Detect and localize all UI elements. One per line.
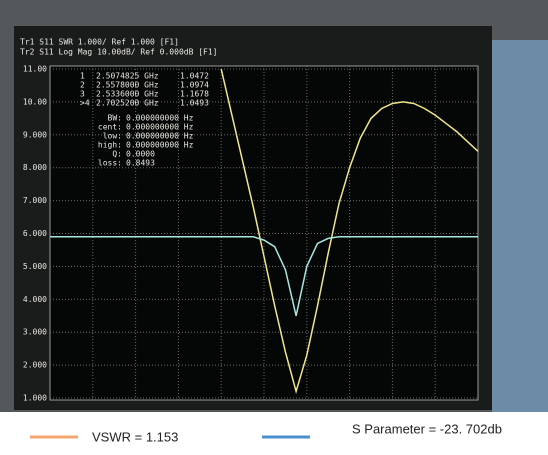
stat-readout: cent: — [98, 123, 122, 132]
marker-readout: 1.1678 — [180, 90, 209, 99]
stat-readout: 0.000000000 Hz — [126, 123, 194, 132]
marker-readout: 2.5336000 GHz — [96, 90, 159, 99]
marker-readout: 3 — [80, 90, 85, 99]
marker-readout: 2.7025200 GHz — [96, 99, 159, 108]
stat-readout: high: — [98, 141, 122, 150]
trace-line — [220, 68, 479, 395]
stat-readout: 0.000000000 Hz — [126, 114, 194, 123]
stat-readout: loss: — [98, 159, 122, 168]
stat-readout: 0.000000000 Hz — [126, 141, 194, 150]
marker-readout: 2.5578000 GHz — [96, 81, 159, 90]
trace-header: Tr1 S11 SWR 1.000/ Ref 1.000 [F1] — [20, 38, 179, 47]
stat-readout: 0.000000000 Hz — [126, 132, 194, 141]
y-tick-label: 1.000 — [23, 394, 47, 403]
y-tick-label: 5.000 — [23, 262, 47, 271]
marker-readout: 1.0974 — [180, 81, 209, 90]
y-tick-label: 3.000 — [23, 328, 47, 337]
y-tick-label: 7.000 — [23, 196, 47, 205]
stat-readout: low: — [103, 132, 122, 141]
y-tick-label: 4.000 — [23, 295, 47, 304]
stat-readout: 0.0000 — [126, 150, 155, 159]
y-tick-label: 10.00 — [23, 97, 47, 106]
side-panel — [492, 40, 548, 412]
legend-label: VSWR = 1.153 — [92, 429, 178, 444]
trace-line — [50, 236, 478, 316]
legend-label: S Parameter = -23. 702db — [352, 421, 502, 436]
stat-readout: 0.8493 — [126, 159, 155, 168]
marker-readout: 2.5074825 GHz — [96, 72, 159, 81]
marker-readout: 2 — [80, 81, 85, 90]
trace-header: Tr2 S11 Log Mag 10.00dB/ Ref 0.000dB [F1… — [20, 48, 217, 57]
stat-readout: Q: — [112, 150, 122, 159]
marker-readout: 1.0472 — [180, 72, 209, 81]
marker-readout: >4 — [80, 99, 90, 108]
stat-readout: BW: — [108, 114, 122, 123]
marker-readout: 1 — [80, 72, 85, 81]
y-tick-label: 9.000 — [23, 130, 47, 139]
y-tick-label: 2.000 — [23, 361, 47, 370]
y-tick-label: 8.000 — [23, 163, 47, 172]
marker-readout: 1.0493 — [180, 99, 209, 108]
y-tick-label: 11.00 — [23, 65, 47, 74]
y-tick-label: 6.000 — [23, 229, 47, 238]
